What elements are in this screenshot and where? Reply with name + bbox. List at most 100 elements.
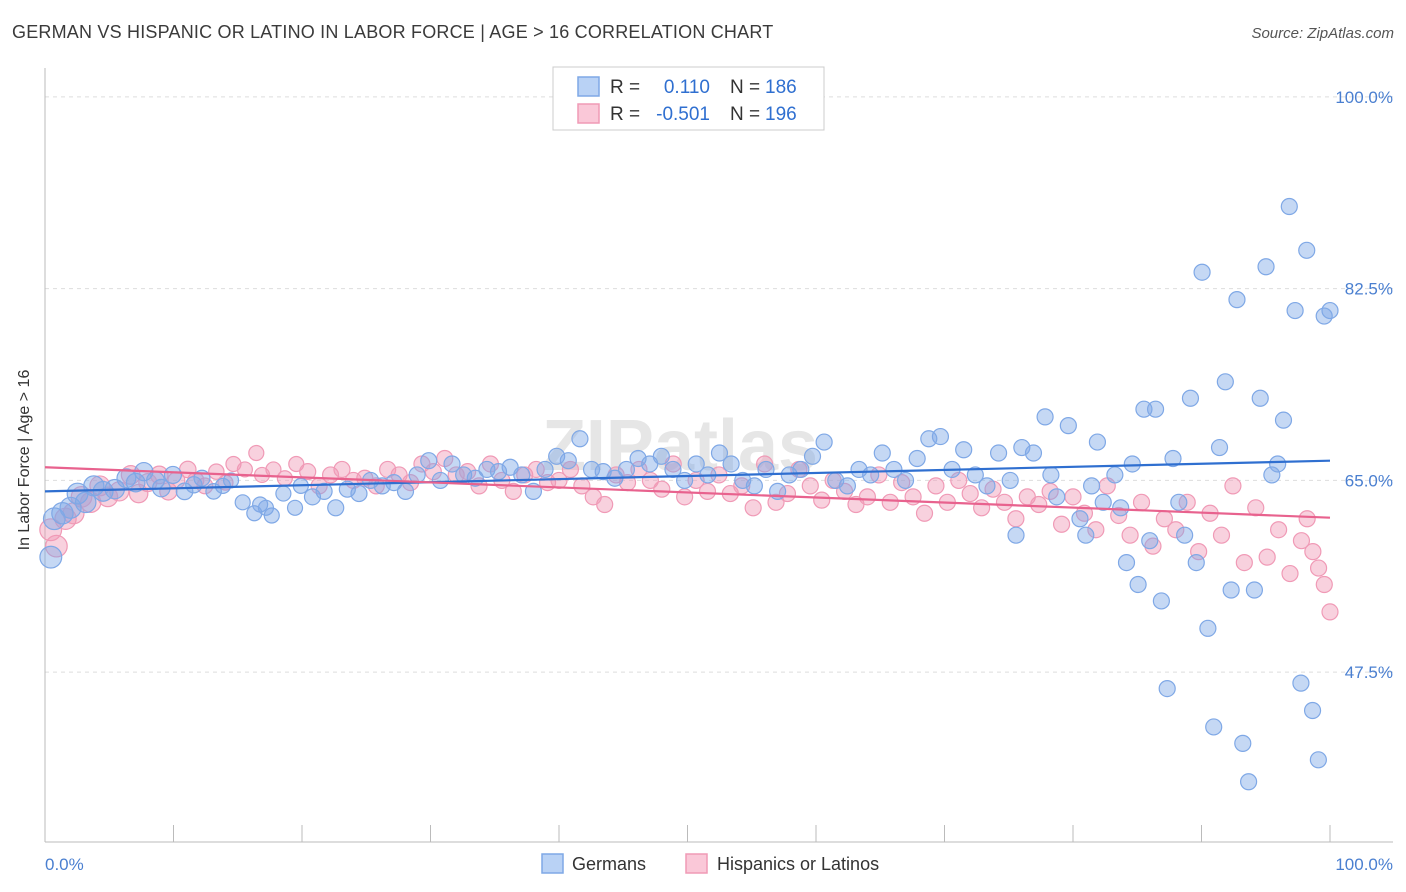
germans-point-130: [1269, 455, 1287, 473]
germans-point-137: [1309, 751, 1327, 769]
y-tick-label-0: 47.5%: [1345, 663, 1393, 682]
germans-point-27: [286, 499, 304, 516]
germans-point-122: [1222, 581, 1240, 599]
hispanics-point-89: [1007, 510, 1025, 528]
germans-point-92: [1024, 444, 1043, 462]
germans-point-62: [687, 455, 705, 473]
hispanics-point-112: [1269, 521, 1288, 539]
hispanics-point-88: [995, 493, 1014, 511]
hispanics-point-109: [1235, 553, 1253, 572]
hispanics-point-62: [698, 482, 717, 500]
hispanics-point-111: [1258, 548, 1276, 566]
hispanics-point-100: [1132, 493, 1151, 511]
legend-bottom-label-hispanics: Hispanics or Latinos: [717, 854, 879, 874]
axes: [44, 68, 1393, 843]
germans-point-73: [815, 433, 833, 451]
germans-point-117: [1193, 263, 1211, 281]
germans-point-93: [1036, 408, 1054, 426]
germans-point-101: [1094, 493, 1112, 511]
hispanics-point-45: [504, 482, 522, 500]
germans-point-103: [1112, 499, 1130, 517]
germans-point-37: [396, 482, 415, 500]
legend-bottom-swatch-germans: [541, 853, 564, 874]
germans-point-94: [1042, 466, 1060, 484]
germans-point-90: [1007, 526, 1025, 544]
germans-point-0: [39, 545, 63, 569]
germans-trend-line: [44, 459, 1331, 493]
germans-point-112: [1164, 449, 1182, 468]
germans-point-131: [1274, 411, 1293, 429]
germans-point-61: [675, 471, 694, 490]
germans-point-51: [559, 452, 577, 470]
hispanics-point-118: [1315, 575, 1333, 594]
x-tick-labels: 0.0% 100.0%: [45, 855, 1393, 874]
germans-point-111: [1158, 679, 1176, 698]
germans-point-67: [745, 477, 763, 495]
germans-point-100: [1088, 433, 1107, 451]
germans-point-65: [722, 455, 740, 473]
germans-point-127: [1251, 389, 1269, 407]
legend-n-value-2: 196: [765, 104, 797, 125]
hispanics-point-105: [1190, 543, 1208, 561]
hispanics-point-53: [596, 495, 614, 514]
hispanics-point-27: [299, 463, 317, 481]
hispanics-point-93: [1052, 515, 1071, 533]
germans-point-21: [234, 494, 251, 511]
germans-point-89: [1001, 471, 1019, 490]
legend-r-label-1: R =: [610, 77, 640, 98]
germans-point-132: [1280, 197, 1298, 216]
hispanics-point-18: [208, 463, 225, 480]
germans-point-59: [652, 447, 670, 465]
legend-r-value-2: -0.501: [656, 104, 710, 125]
germans-point-121: [1216, 373, 1234, 391]
germans-point-71: [792, 460, 810, 479]
legend-swatch-hispanics: [577, 103, 600, 124]
germans-point-79: [885, 460, 903, 479]
hispanics-point-71: [801, 477, 819, 495]
hispanics-point-85: [961, 484, 979, 503]
germans-point-129: [1263, 466, 1281, 484]
series-germans-points: [39, 197, 1339, 791]
germans-point-81: [908, 449, 926, 468]
hispanics-point-110: [1247, 499, 1265, 517]
hispanics-point-108: [1224, 477, 1242, 495]
germans-point-116: [1187, 553, 1205, 572]
germans-point-30: [315, 482, 333, 500]
hispanics-point-116: [1304, 543, 1322, 561]
trend-lines: [44, 459, 1331, 519]
hispanics-point-113: [1281, 564, 1299, 583]
hispanics-point-81: [915, 504, 934, 522]
germans-point-41: [443, 455, 461, 473]
germans-point-118: [1199, 619, 1217, 637]
hispanics-point-1: [45, 534, 68, 558]
hispanics-point-76: [858, 488, 877, 506]
hispanics-point-58: [653, 480, 671, 498]
hispanics-point-22: [248, 444, 265, 462]
y-tick-label-3: 100.0%: [1335, 88, 1393, 107]
germans-point-77: [862, 466, 880, 484]
hispanics-point-91: [1030, 495, 1048, 514]
germans-point-123: [1228, 291, 1246, 309]
germans-point-39: [420, 452, 438, 470]
germans-point-115: [1181, 389, 1200, 407]
germans-point-26: [275, 485, 292, 502]
germans-point-106: [1129, 575, 1147, 594]
germans-point-113: [1170, 493, 1188, 511]
germans-point-135: [1298, 241, 1316, 259]
hispanics-trend-line: [44, 466, 1331, 519]
legend-bottom-swatch-hispanics: [685, 853, 708, 874]
chart-source: Source: ZipAtlas.com: [1251, 25, 1394, 42]
germans-point-128: [1257, 258, 1275, 276]
hispanics-point-107: [1212, 526, 1231, 544]
hispanics-point-103: [1167, 521, 1185, 539]
germans-point-72: [803, 447, 822, 465]
germans-point-114: [1176, 526, 1194, 544]
germans-point-2: [51, 502, 74, 525]
germans-point-109: [1146, 400, 1165, 418]
hispanics-point-25: [276, 470, 293, 487]
germans-point-126: [1245, 581, 1264, 599]
germans-point-64: [710, 444, 729, 462]
germans-point-38: [408, 466, 426, 484]
germans-point-110: [1152, 592, 1170, 610]
